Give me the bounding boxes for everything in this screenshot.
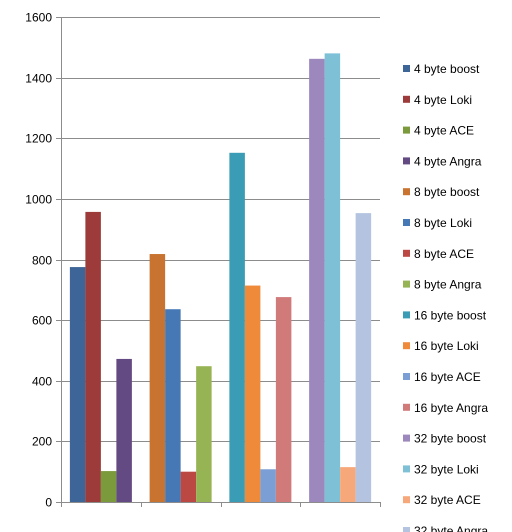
bar	[275, 297, 292, 502]
y-tick-label: 1600	[25, 11, 52, 25]
legend-swatch	[403, 126, 410, 134]
bar	[69, 267, 86, 502]
gridlines	[61, 17, 380, 503]
legend-label: 4 byte ACE	[414, 124, 474, 138]
y-tick-label: 1000	[25, 193, 52, 207]
legend-swatch	[403, 496, 410, 504]
legend-label: 16 byte ACE	[414, 370, 481, 384]
y-tick-label: 600	[32, 314, 52, 328]
legend-swatch	[403, 403, 410, 411]
legend-swatch	[403, 465, 410, 473]
legend-label: 4 byte boost	[414, 62, 480, 76]
y-tick-label: 0	[45, 496, 52, 510]
bar	[100, 471, 117, 502]
bar	[309, 58, 325, 502]
y-tick-label: 800	[32, 254, 52, 268]
bar	[180, 471, 197, 502]
bar	[260, 469, 276, 502]
legend: 4 byte boost 4 byte Loki 4 byte ACE 4 byte …	[403, 62, 488, 532]
bar	[355, 213, 372, 502]
legend-swatch	[403, 188, 410, 196]
legend-label: 8 byte Loki	[414, 216, 472, 230]
y-tick-label: 200	[32, 435, 52, 449]
bar	[196, 366, 212, 502]
legend-swatch	[403, 311, 410, 319]
legend-label: 32 byte ACE	[414, 493, 481, 507]
bar	[244, 285, 261, 502]
bar	[229, 152, 245, 503]
legend-swatch	[403, 95, 410, 103]
legend-swatch	[403, 342, 410, 350]
y-axis: 0 200 400 600 800 1000 1200 1400 1600	[25, 11, 381, 510]
y-tick-label: 1200	[25, 132, 52, 146]
bar	[324, 53, 341, 503]
bar	[116, 358, 132, 502]
legend-label: 8 byte boost	[414, 185, 480, 199]
bar	[165, 309, 181, 502]
y-tick-label: 400	[32, 375, 52, 389]
legend-label: 4 byte Angra	[414, 154, 482, 168]
bar	[340, 467, 356, 502]
bar	[85, 211, 101, 502]
legend-swatch	[403, 157, 410, 165]
legend-swatch	[403, 280, 410, 288]
legend-label: 32 byte boost	[414, 432, 487, 446]
legend-label: 8 byte ACE	[414, 247, 474, 261]
legend-label: 16 byte boost	[414, 308, 487, 322]
legend-swatch	[403, 373, 410, 380]
bars	[69, 53, 372, 503]
legend-swatch	[403, 527, 410, 532]
legend-swatch	[403, 434, 410, 442]
legend-swatch	[403, 65, 410, 72]
legend-swatch	[403, 219, 410, 226]
legend-label: 16 byte Loki	[414, 339, 479, 353]
legend-label: 16 byte Angra	[414, 401, 488, 415]
legend-label: 4 byte Loki	[414, 93, 472, 107]
legend-label: 8 byte Angra	[414, 278, 482, 292]
y-tick-label: 1400	[25, 72, 52, 86]
legend-label: 32 byte Angra	[414, 524, 488, 532]
legend-label: 32 byte Loki	[414, 462, 479, 476]
legend-swatch	[403, 249, 410, 257]
bar	[149, 254, 166, 502]
